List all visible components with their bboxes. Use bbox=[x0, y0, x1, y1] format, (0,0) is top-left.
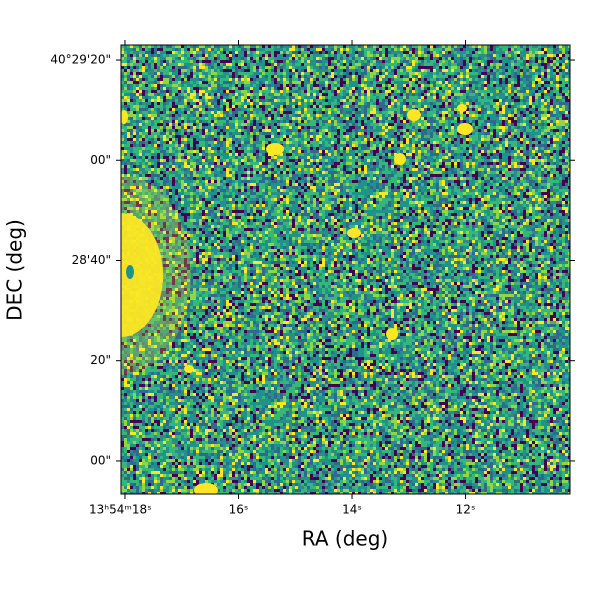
x-tick-label: 13ʰ54ᵐ18ˢ bbox=[89, 503, 152, 517]
y-tick-label: 00" bbox=[90, 453, 111, 467]
frame bbox=[120, 44, 571, 495]
sources bbox=[121, 104, 473, 494]
pixels bbox=[121, 45, 570, 494]
x-axis-label: RA (deg) bbox=[302, 527, 388, 551]
y-tick-label: 40°29'20" bbox=[50, 53, 111, 67]
pixels bbox=[121, 45, 570, 494]
x-tick-label: 14ˢ bbox=[342, 503, 362, 517]
x-tick-label: 12ˢ bbox=[456, 503, 476, 517]
pixels bbox=[121, 45, 570, 494]
image bbox=[121, 45, 570, 494]
y-tick-label: 00" bbox=[90, 153, 111, 167]
pixels bbox=[121, 45, 570, 494]
y-axis-label: DEC (deg) bbox=[3, 219, 27, 321]
pixels bbox=[121, 45, 570, 494]
pixels bbox=[121, 45, 570, 494]
y-tick-label: 20" bbox=[90, 353, 111, 367]
y-tick-label: 28'40" bbox=[72, 253, 111, 267]
x-tick-label: 16ˢ bbox=[229, 503, 249, 517]
